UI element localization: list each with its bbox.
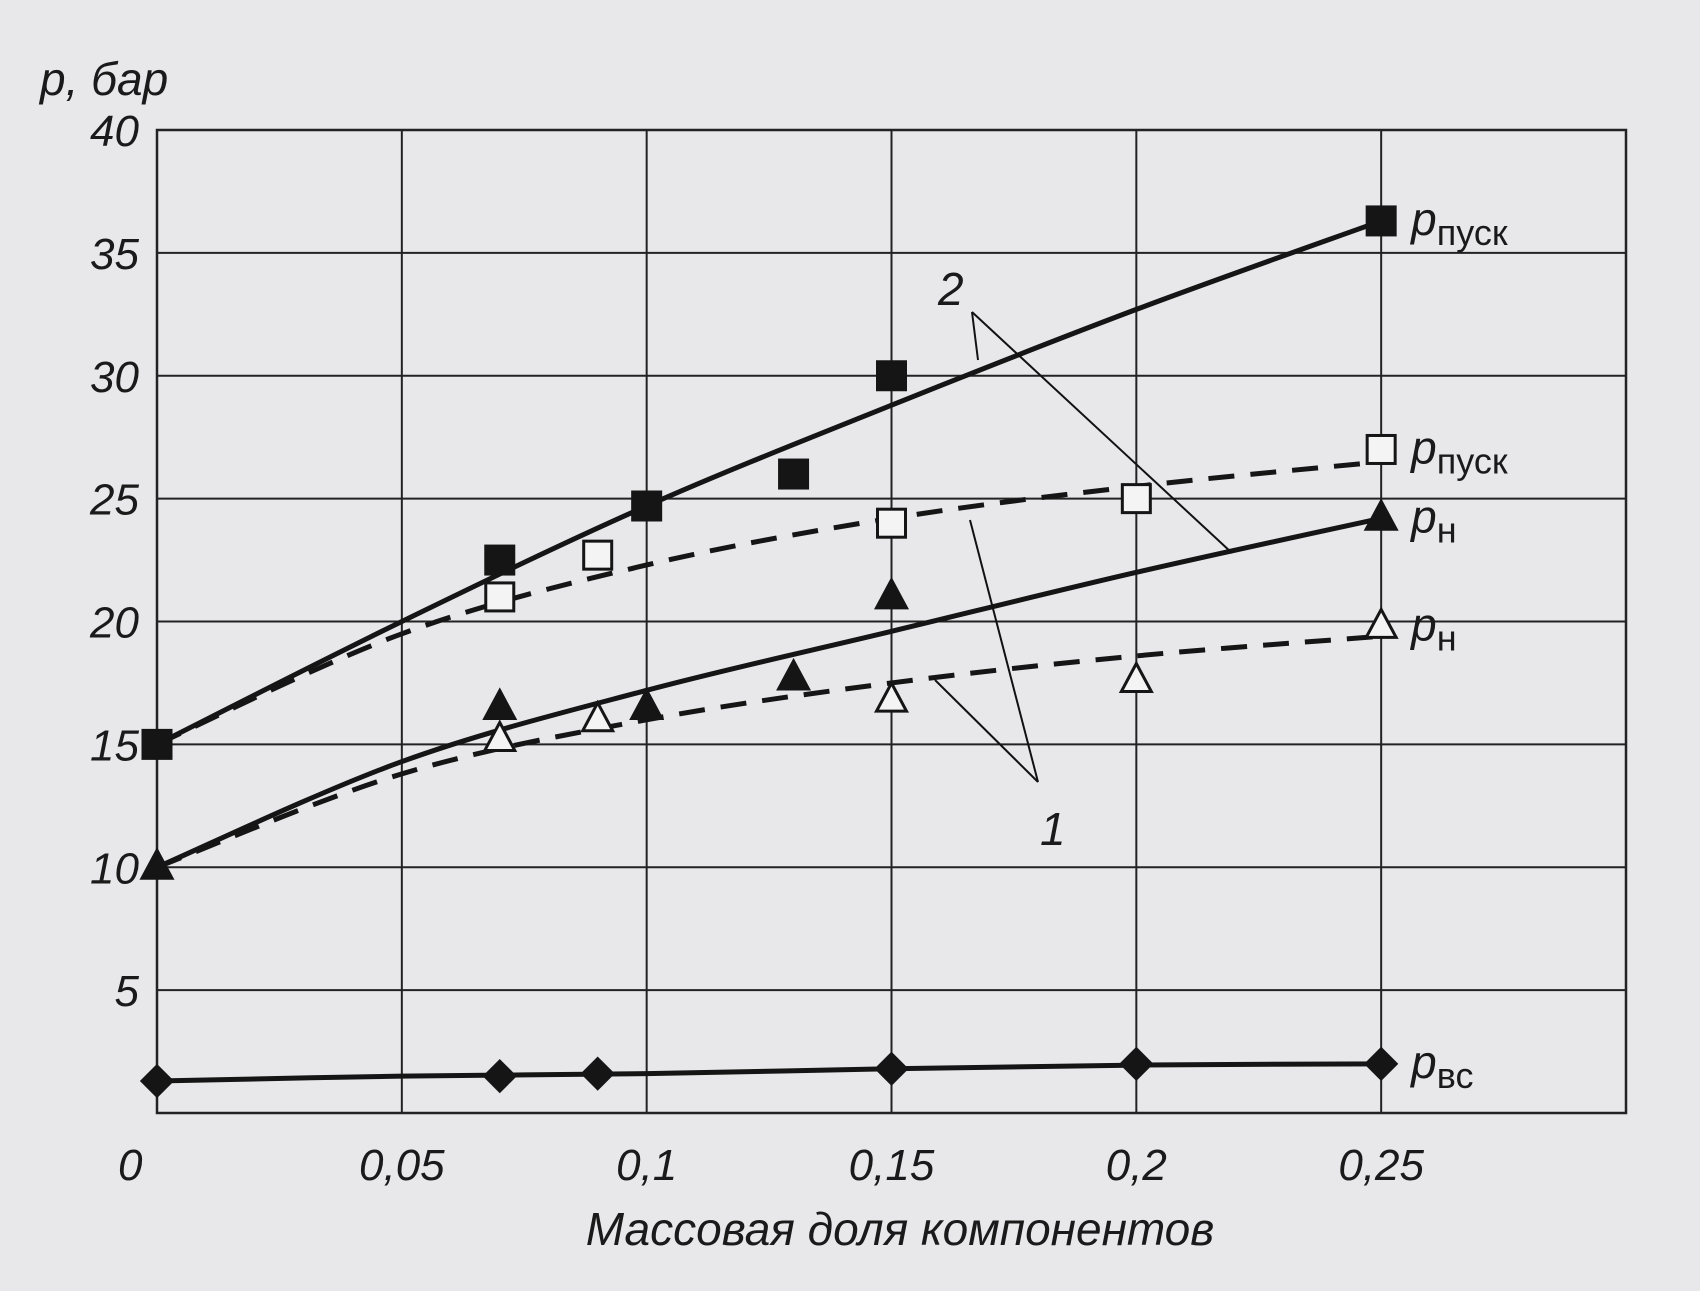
x-axis-label: Массовая доля компонентов <box>586 1203 1215 1255</box>
x-tick-label: 0,15 <box>849 1141 935 1190</box>
square-marker <box>1365 433 1397 465</box>
curve-label-2: 2 <box>937 263 964 315</box>
square-marker <box>778 458 810 490</box>
series-label-subscript: пуск <box>1437 212 1508 253</box>
leader-line-2a <box>971 311 979 361</box>
y-tick-label: 20 <box>89 599 139 648</box>
curve-label-1: 1 <box>1040 803 1066 855</box>
series-label-1: pпуск <box>1409 421 1508 481</box>
y-tick-label: 15 <box>90 721 139 770</box>
y-tick-label: 25 <box>89 476 139 525</box>
diamond-marker <box>139 1063 175 1099</box>
triangle-marker <box>1363 606 1399 639</box>
diamond-marker <box>580 1056 615 1091</box>
series-label-0: pпуск <box>1409 193 1508 253</box>
series-line-3 <box>156 633 1382 870</box>
curve-label-leaders <box>934 311 1233 783</box>
series-label-2: pн <box>1409 490 1456 550</box>
triangle-marker <box>873 576 910 610</box>
square-marker <box>1120 483 1152 515</box>
series-label-subscript: н <box>1437 509 1457 550</box>
diamond-marker <box>1119 1046 1154 1081</box>
triangle-marker <box>482 687 518 721</box>
leader-line-1b <box>934 679 1039 783</box>
y-tick-label: 10 <box>90 844 139 893</box>
series-line-0 <box>155 218 1383 747</box>
series-markers <box>139 205 1399 1099</box>
y-tick-label: 35 <box>90 230 139 279</box>
series-label-4: pвс <box>1409 1036 1473 1096</box>
x-tick-label: 0,25 <box>1338 1141 1424 1190</box>
diamond-marker <box>482 1059 517 1094</box>
square-marker <box>484 581 516 613</box>
triangle-marker <box>482 719 518 752</box>
series-label-subscript: пуск <box>1437 440 1508 481</box>
x-tick-label: 0,1 <box>616 1141 677 1190</box>
triangle-marker <box>139 847 175 880</box>
y-axis-label: p, бар <box>38 53 168 105</box>
diamond-marker <box>1364 1046 1399 1081</box>
series-line-4 <box>156 1061 1382 1084</box>
y-tick-label: 30 <box>90 353 139 402</box>
square-marker <box>1365 205 1397 237</box>
diamond-marker <box>874 1051 909 1086</box>
grid: 5 10 15 20 25 30 35 40 0 0,05 0,1 0,15 0,2 0,25 <box>89 107 1628 1190</box>
square-marker <box>141 728 173 760</box>
square-marker <box>631 490 663 522</box>
series-label-3: pн <box>1409 598 1456 658</box>
square-marker <box>876 360 907 392</box>
series-label-subscript: вс <box>1437 1055 1474 1096</box>
leader-line-1a <box>969 519 1039 783</box>
triangle-marker <box>629 687 665 721</box>
triangle-marker <box>1363 498 1399 531</box>
triangle-marker <box>580 699 616 733</box>
x-tick-label: 0,2 <box>1106 1141 1167 1190</box>
labels: p, бар Массовая доля компонентов 1 2 pпу… <box>38 53 1508 1255</box>
triangle-marker <box>873 679 910 713</box>
series-line-1 <box>155 459 1382 747</box>
y-tick-label: 40 <box>90 107 139 156</box>
x-tick-label: 0,05 <box>359 1141 445 1190</box>
series-label-subscript: н <box>1437 617 1457 658</box>
square-marker <box>484 544 516 576</box>
y-tick-label: 5 <box>115 967 140 1016</box>
leader-line-2b <box>971 311 1233 554</box>
series-line-2 <box>156 515 1382 870</box>
x-tick-label: 0 <box>118 1141 143 1190</box>
triangle-marker <box>1118 660 1154 693</box>
square-marker <box>582 539 614 571</box>
triangle-marker <box>776 657 812 691</box>
series-lines <box>155 218 1383 1084</box>
square-marker <box>876 507 907 539</box>
